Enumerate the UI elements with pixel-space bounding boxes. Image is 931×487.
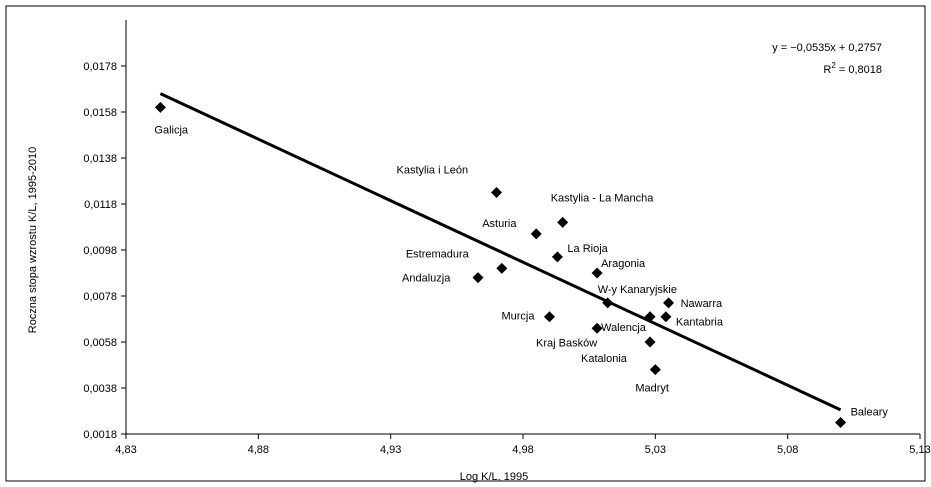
- data-point: [591, 322, 603, 334]
- data-point: [835, 417, 847, 428]
- data-point: [551, 251, 563, 263]
- r-squared-label: R2 = 0,8018: [823, 61, 882, 76]
- x-tick-label: 4,83: [115, 444, 136, 456]
- data-label: Kraj Basków: [536, 338, 597, 350]
- data-point: [154, 101, 166, 113]
- data-label: Madryt: [635, 383, 669, 395]
- data-label: Kastylia - La Mancha: [551, 192, 655, 204]
- r-squared-superscript: 2: [831, 61, 836, 70]
- data-point: [491, 187, 503, 198]
- data-label: La Rioja: [567, 243, 608, 255]
- x-tick-label: 5,08: [777, 444, 798, 456]
- data-label: Nawarra: [681, 298, 723, 310]
- data-point: [663, 297, 675, 309]
- x-tick-label: 4,98: [512, 444, 533, 456]
- data-label: W-y Kanaryjskie: [598, 284, 677, 296]
- data-point: [644, 311, 656, 323]
- data-point: [591, 267, 603, 279]
- y-tick-label: 0,0018: [83, 429, 117, 441]
- data-label: Andaluzja: [402, 273, 451, 285]
- y-tick-label: 0,0138: [83, 153, 117, 165]
- data-point: [530, 228, 542, 240]
- data-label: Baleary: [851, 407, 889, 419]
- data-point: [472, 272, 484, 284]
- chart-border: [5, 5, 926, 482]
- data-label: Estremadura: [406, 248, 470, 260]
- data-label: Galicja: [154, 124, 189, 136]
- y-tick-label: 0,0038: [83, 383, 117, 395]
- x-tick-label: 4,93: [380, 444, 401, 456]
- data-label: Asturia: [482, 218, 517, 230]
- r-squared-symbol: R: [823, 64, 831, 76]
- x-tick-label: 5,13: [909, 444, 930, 456]
- data-label: Kastylia i León: [397, 165, 469, 177]
- data-point: [496, 262, 508, 274]
- data-point: [660, 311, 672, 323]
- data-point: [557, 216, 569, 228]
- trendline-equation: y = −0,0535x + 0,2757: [772, 42, 882, 54]
- data-label: Kantabria: [676, 317, 724, 329]
- y-tick-label: 0,0178: [83, 61, 117, 73]
- y-tick-label: 0,0118: [84, 199, 117, 211]
- y-axis-title: Roczna stopa wzrostu K/L, 1995-2010: [27, 147, 39, 334]
- data-point: [644, 336, 656, 348]
- trendline: [159, 92, 842, 412]
- y-tick-label: 0,0158: [83, 107, 117, 119]
- marks: Galicja Kastylia i León Kastylia - La Manc…: [154, 92, 889, 428]
- data-label: Murcja: [501, 311, 535, 323]
- x-tick-label: 4,88: [248, 444, 269, 456]
- data-point: [543, 311, 555, 323]
- data-point: [602, 297, 614, 309]
- y-tick-label: 0,0078: [83, 291, 117, 303]
- y-tick-label: 0,0098: [83, 245, 117, 257]
- data-point: [649, 364, 661, 376]
- r-squared-value: = 0,8018: [836, 64, 882, 76]
- data-label: Walencja: [601, 322, 647, 334]
- x-axis-title: Log K/L, 1995: [460, 471, 529, 483]
- y-tick-label: 0,0058: [83, 337, 117, 349]
- axes: 0,0018 0,0038 0,0058 0,0078 0,0098 0,0118 0,01…: [5, 5, 931, 482]
- data-label: Aragonia: [601, 258, 646, 270]
- x-tick-label: 5,03: [645, 444, 666, 456]
- data-label: Katalonia: [581, 353, 628, 365]
